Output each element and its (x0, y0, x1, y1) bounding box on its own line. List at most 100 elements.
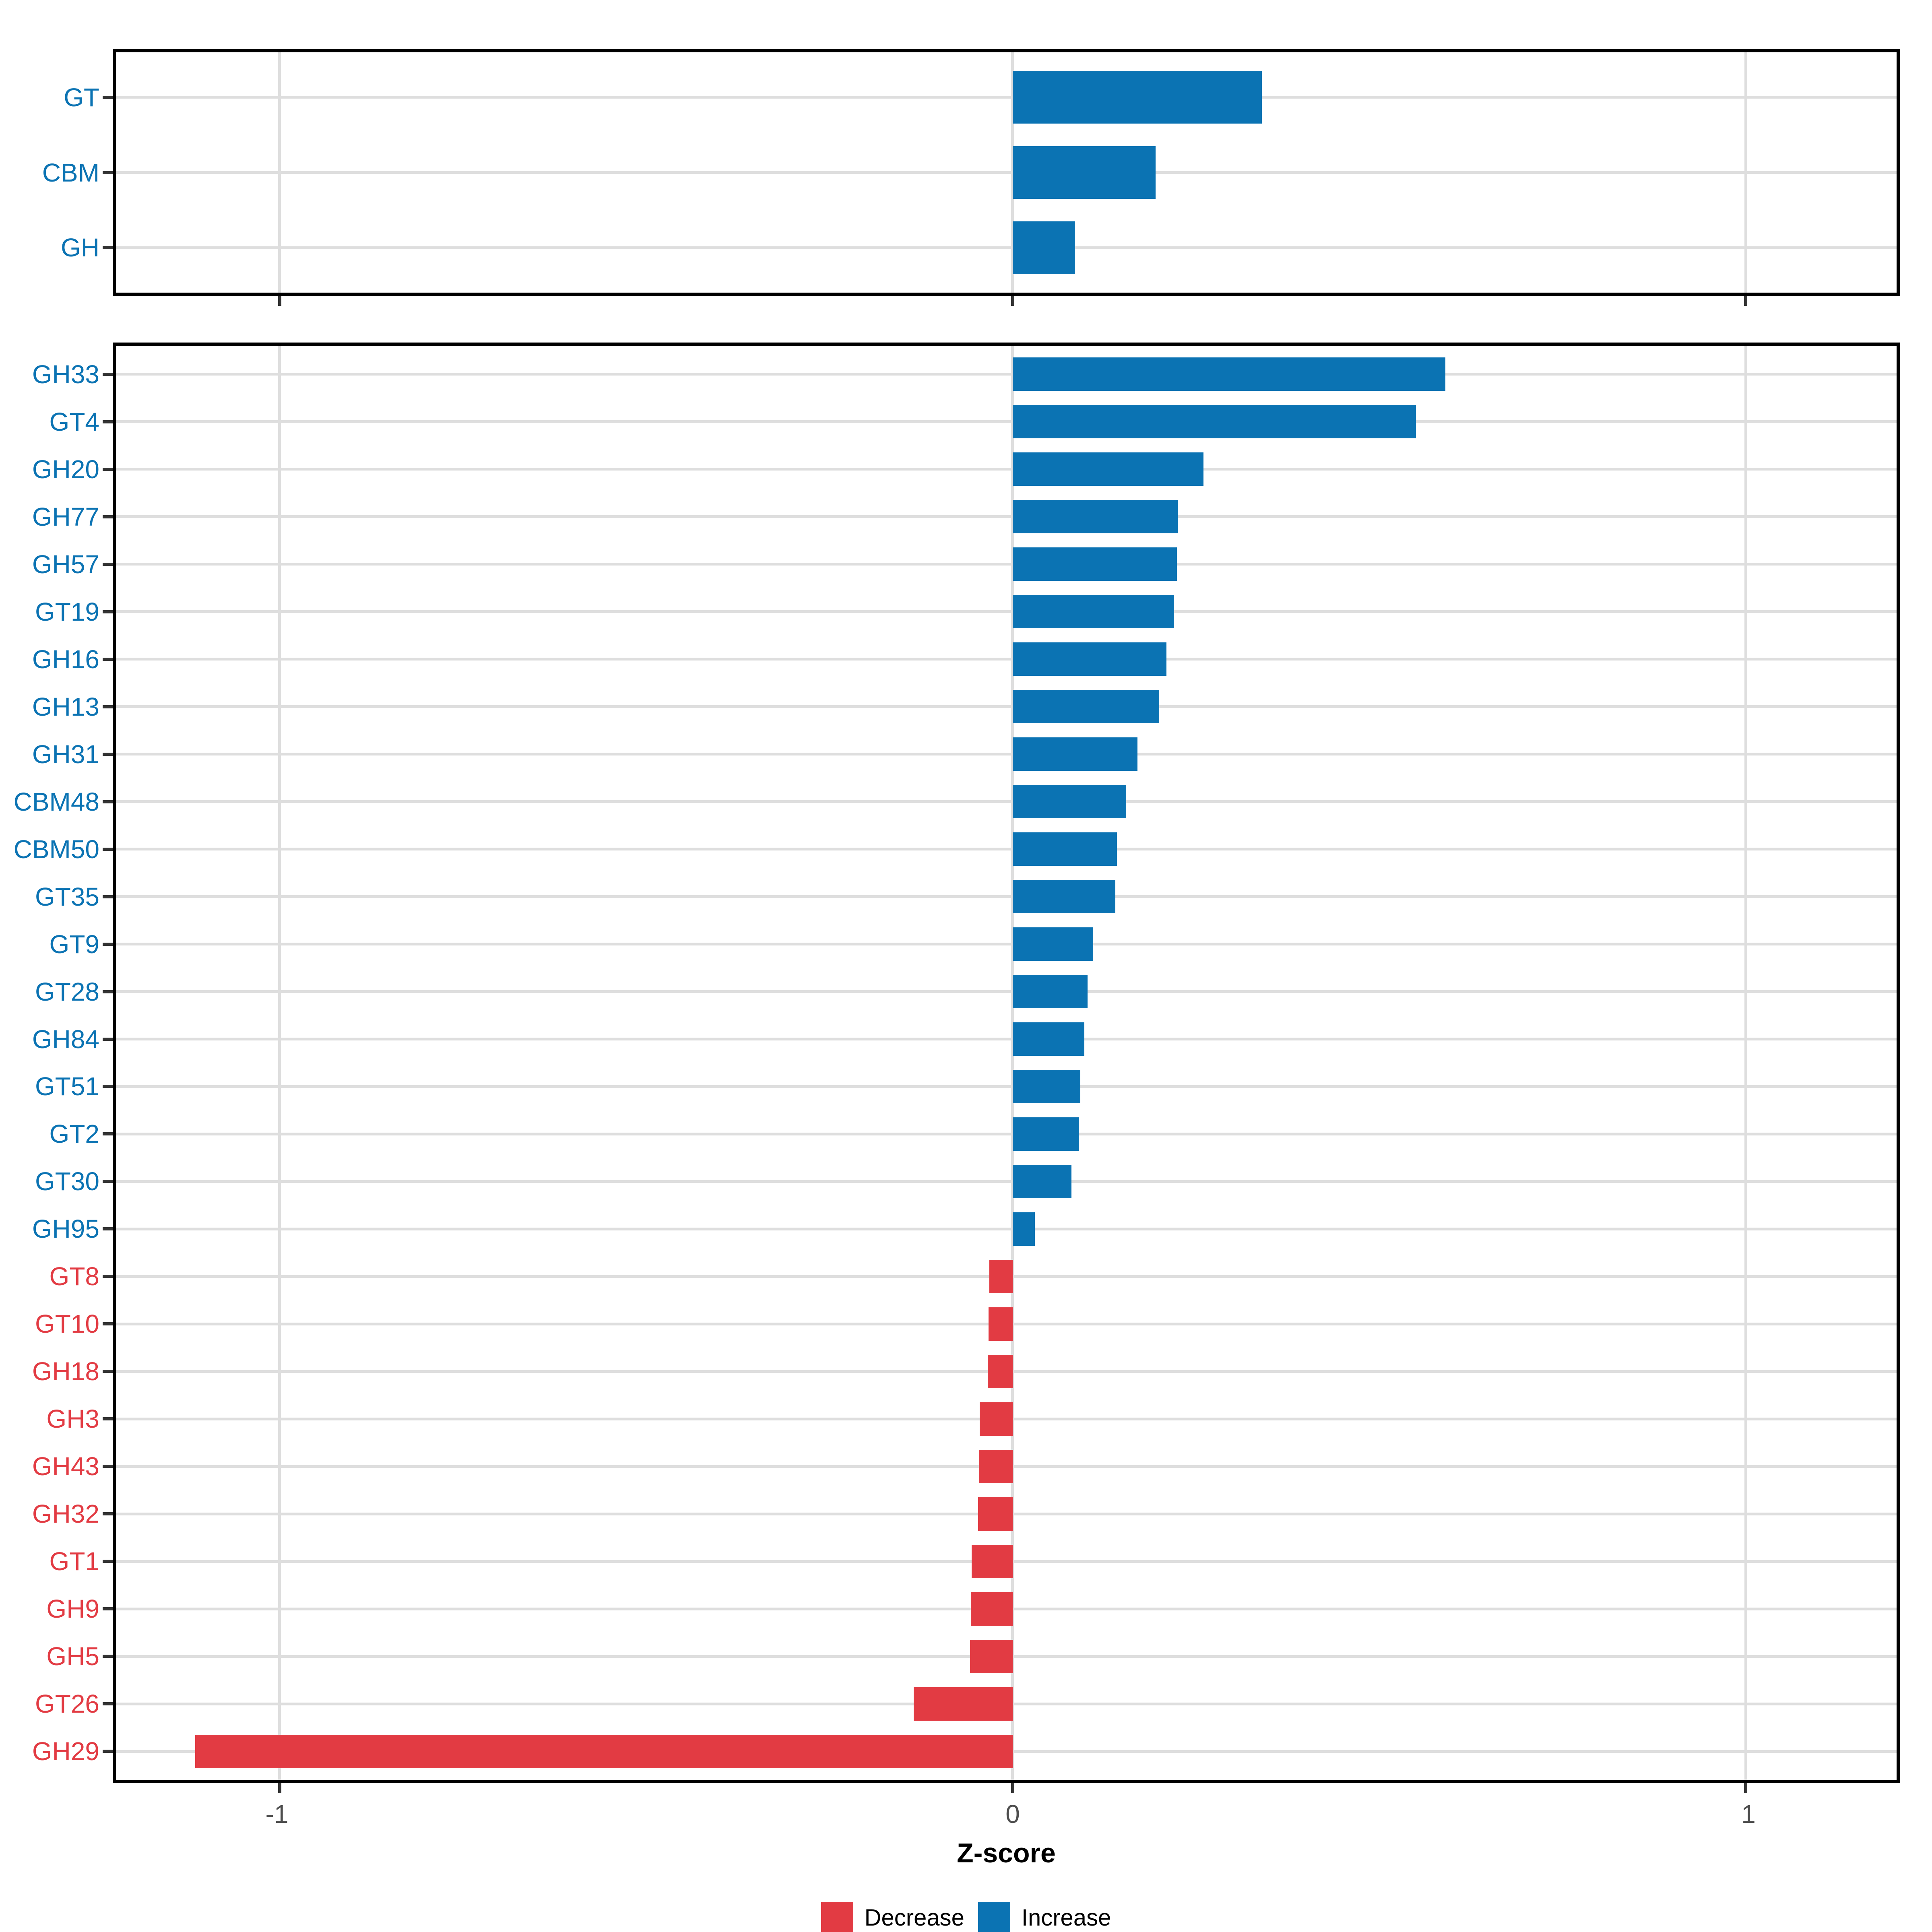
bar-GT51 (1012, 1069, 1080, 1103)
y-axis-label-GT30: GT30 (35, 1167, 99, 1196)
x-axis-tick-mark (1011, 296, 1014, 306)
horizontal-gridline (116, 800, 1897, 803)
top-panel-plot-area: GT CBM GH (42, 52, 1897, 306)
y-axis-tick-mark (103, 705, 113, 708)
x-axis-tick-mark (278, 1783, 281, 1793)
y-axis-label-GT35: GT35 (35, 882, 99, 911)
bar-GT (1012, 71, 1262, 124)
y-axis-tick-mark (103, 1560, 113, 1563)
y-axis-label-GH57: GH57 (32, 549, 99, 579)
horizontal-gridline (116, 420, 1897, 423)
y-axis-label-GT19: GT19 (35, 597, 99, 626)
horizontal-gridline (116, 1085, 1897, 1088)
horizontal-gridline (116, 990, 1897, 993)
bottom-panel-plot-area: GH33 GT4 GH20 GH77 GH57 GT19 GH16 GH13 GH31 CBM48… (14, 346, 1897, 1793)
y-axis-tick-mark (103, 562, 113, 566)
y-axis-label-GT: GT (64, 83, 99, 112)
bar-GH5 (970, 1639, 1013, 1673)
x-axis-title: Z-score (957, 1838, 1056, 1868)
y-axis-tick-mark (103, 1465, 113, 1468)
legend-item-increase: Increase (978, 1902, 1111, 1932)
y-axis-label-GH18: GH18 (32, 1357, 99, 1386)
y-axis-tick-mark (103, 1180, 113, 1183)
y-axis-label-GT2: GT2 (49, 1119, 99, 1149)
y-axis-label-GH16: GH16 (32, 644, 99, 674)
y-axis-label-GH20: GH20 (32, 454, 99, 484)
bar-GH20 (1012, 452, 1203, 486)
y-axis-label-GT1: GT1 (49, 1547, 99, 1576)
bar-GT2 (1012, 1117, 1079, 1151)
legend-swatch-decrease (821, 1902, 853, 1932)
horizontal-gridline (116, 1132, 1897, 1135)
horizontal-gridline (116, 705, 1897, 708)
legend-item-decrease: Decrease (821, 1902, 964, 1932)
y-axis-tick-mark (103, 847, 113, 851)
y-axis-tick-mark (103, 1702, 113, 1706)
horizontal-gridline (116, 1038, 1897, 1040)
y-axis-tick-mark (103, 1512, 113, 1516)
y-axis-label-GH31: GH31 (32, 739, 99, 769)
y-axis-label-GT9: GT9 (49, 929, 99, 959)
horizontal-gridline (116, 515, 1897, 518)
bar-GT10 (988, 1307, 1013, 1341)
bar-GH43 (979, 1449, 1013, 1483)
y-axis-label-GH5: GH5 (46, 1642, 99, 1671)
horizontal-gridline (116, 563, 1897, 566)
bar-CBM (1012, 146, 1156, 199)
bar-GH (1012, 221, 1075, 274)
horizontal-gridline (116, 1227, 1897, 1230)
y-axis-label-GH: GH (61, 233, 99, 262)
horizontal-gridline (116, 895, 1897, 898)
y-axis-tick-mark (103, 372, 113, 376)
bar-GT26 (914, 1687, 1013, 1721)
bar-GH84 (1012, 1022, 1085, 1056)
y-axis-tick-mark (103, 1227, 113, 1231)
bar-CBM50 (1012, 832, 1117, 866)
y-axis-tick-mark (103, 990, 113, 993)
y-axis-tick-mark (103, 1607, 113, 1611)
horizontal-gridline (116, 1180, 1897, 1183)
y-axis-label-GT4: GT4 (49, 407, 99, 436)
bar-GH31 (1012, 737, 1137, 771)
y-axis-label-GT26: GT26 (35, 1689, 99, 1719)
y-axis-label-GT10: GT10 (35, 1309, 99, 1339)
bar-GH32 (978, 1497, 1013, 1531)
y-axis-label-GH29: GH29 (32, 1737, 99, 1766)
x-tick-label-1: 1 (1741, 1800, 1756, 1829)
y-axis-tick-mark (103, 420, 113, 423)
bar-GH13 (1012, 690, 1160, 724)
y-axis-tick-mark (103, 1132, 113, 1136)
bar-GT1 (971, 1544, 1013, 1578)
bar-GH29 (195, 1734, 1013, 1768)
y-axis-tick-mark (103, 1655, 113, 1658)
y-axis-label-GT51: GT51 (35, 1072, 99, 1101)
legend: Decrease Increase (0, 1902, 1932, 1932)
bar-GH18 (988, 1354, 1013, 1388)
horizontal-gridline (116, 373, 1897, 376)
horizontal-gridline (116, 96, 1897, 99)
y-axis-tick-mark (103, 752, 113, 756)
y-axis-label-GH3: GH3 (46, 1404, 99, 1434)
y-axis-label-GH84: GH84 (32, 1024, 99, 1054)
bar-GH95 (1012, 1212, 1035, 1246)
vertical-gridline (1011, 346, 1014, 1780)
x-axis-tick-mark (1744, 296, 1748, 306)
y-axis-label-CBM: CBM (42, 158, 99, 187)
horizontal-gridline (116, 610, 1897, 613)
horizontal-gridline (116, 848, 1897, 851)
bar-GT30 (1012, 1164, 1071, 1198)
horizontal-gridline (116, 246, 1897, 249)
horizontal-gridline (116, 171, 1897, 174)
y-axis-tick-mark (103, 1322, 113, 1326)
y-axis-tick-mark (103, 246, 113, 250)
vertical-gridline (1744, 346, 1747, 1780)
y-axis-label-GH9: GH9 (46, 1594, 99, 1624)
bar-GH77 (1012, 500, 1178, 534)
bar-GT8 (989, 1259, 1013, 1293)
y-axis-label-GT28: GT28 (35, 977, 99, 1006)
y-axis-tick-mark (103, 171, 113, 174)
bar-GT28 (1012, 975, 1088, 1009)
horizontal-gridline (116, 658, 1897, 661)
y-axis-tick-mark (103, 1037, 113, 1041)
